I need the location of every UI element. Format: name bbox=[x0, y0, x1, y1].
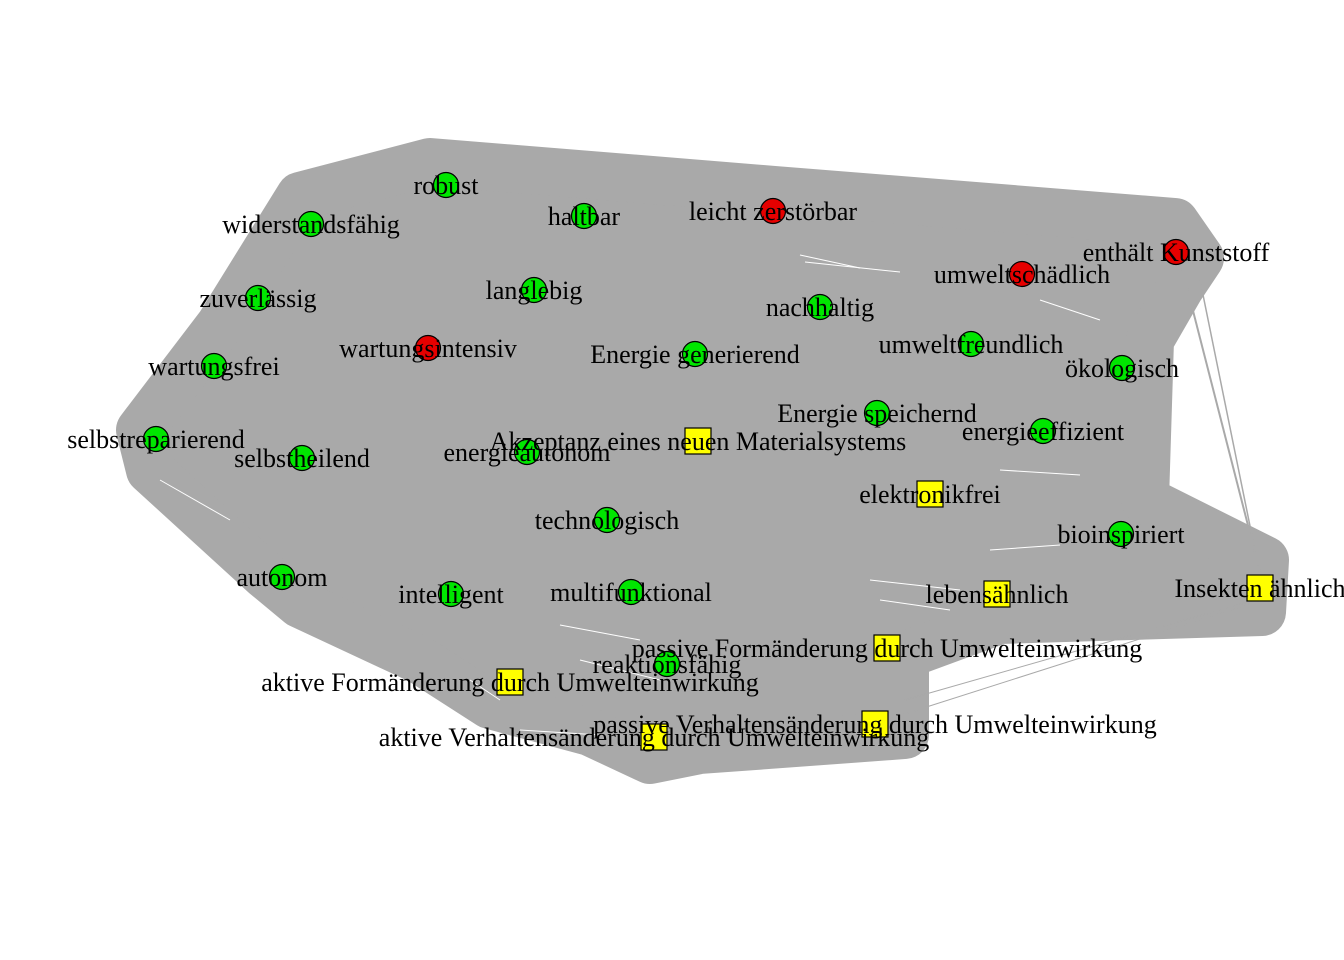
label-energie-generierend: Energie generierend bbox=[590, 340, 800, 369]
node-elektronikfrei bbox=[916, 480, 944, 508]
edge-gap bbox=[879, 599, 951, 611]
edge-gap bbox=[1039, 299, 1101, 321]
label-umweltschaedlich: umweltschädlich bbox=[934, 260, 1110, 289]
label-lebensaehnlich: lebensähnlich bbox=[926, 580, 1069, 609]
edge-gap bbox=[559, 624, 641, 641]
node-umweltfreundlich bbox=[957, 330, 985, 358]
node-passive-verhaltensaenderung bbox=[861, 710, 889, 738]
node-technologisch bbox=[593, 506, 621, 534]
node-robust bbox=[432, 171, 460, 199]
label-reaktionsfaehig: reaktionsfähig bbox=[593, 650, 742, 679]
node-reaktionsfaehig bbox=[653, 650, 681, 678]
label-langlebig: langlebig bbox=[486, 276, 583, 305]
label-autonom: autonom bbox=[237, 563, 328, 592]
label-passive-formaenderung: passive Formänderung durch Umwelteinwirk… bbox=[632, 634, 1143, 663]
node-akzeptanz bbox=[684, 427, 712, 455]
node-bioinspiriert bbox=[1107, 520, 1135, 548]
label-intelligent: intelligent bbox=[398, 580, 504, 609]
label-akzeptanz: Akzeptanz eines neuen Materialsystems bbox=[490, 427, 907, 456]
node-langlebig bbox=[520, 276, 548, 304]
label-selbstreparierend: selbstreparierend bbox=[67, 425, 245, 454]
label-aktive-verhaltensaenderung: aktive Verhaltensänderung durch Umweltei… bbox=[379, 723, 929, 752]
edge-gap bbox=[999, 469, 1081, 476]
label-energieautonom: energieautonom bbox=[443, 438, 610, 467]
node-energie-speichernd bbox=[863, 399, 891, 427]
node-selbstreparierend bbox=[142, 425, 170, 453]
node-aktive-formaenderung bbox=[496, 668, 524, 696]
edge-line bbox=[1179, 259, 1263, 581]
node-oekologisch bbox=[1108, 354, 1136, 382]
node-autonom bbox=[268, 563, 296, 591]
node-intelligent bbox=[437, 580, 465, 608]
label-technologisch: technologisch bbox=[535, 506, 679, 535]
edge-line bbox=[904, 597, 1263, 701]
node-widerstandsfaehig bbox=[297, 210, 325, 238]
label-umweltfreundlich: umweltfreundlich bbox=[879, 330, 1064, 359]
node-energie-generierend bbox=[681, 340, 709, 368]
node-haltbar bbox=[570, 202, 598, 230]
label-multifunktional: multifunktional bbox=[550, 578, 712, 607]
node-insekten-aehnlich bbox=[1246, 574, 1274, 602]
label-wartungsfrei: wartungsfrei bbox=[148, 352, 279, 381]
label-wartungsintensiv: wartungsintensiv bbox=[339, 334, 517, 363]
label-zuverlaessig: zuverlässig bbox=[200, 284, 317, 313]
node-enthaelt-kunststoff bbox=[1162, 238, 1190, 266]
node-wartungsintensiv bbox=[414, 334, 442, 362]
label-leicht-zerstoerbar: leicht zerstörbar bbox=[689, 197, 858, 226]
edge-line bbox=[1148, 468, 1264, 590]
edge-gap bbox=[579, 659, 661, 681]
edge-mass bbox=[116, 138, 1289, 784]
label-haltbar: haltbar bbox=[548, 202, 621, 231]
label-nachhaltig: nachhaltig bbox=[766, 293, 874, 322]
edge-line bbox=[1199, 279, 1263, 586]
label-energieeffizient: energieeffizient bbox=[962, 417, 1125, 446]
node-energieeffizient bbox=[1029, 417, 1057, 445]
node-selbstheilend bbox=[288, 444, 316, 472]
node-lebensaehnlich bbox=[983, 580, 1011, 608]
label-passive-verhaltensaenderung: passive Verhaltensänderung durch Umwelte… bbox=[593, 710, 1156, 739]
label-elektronikfrei: elektronikfrei bbox=[859, 480, 1001, 509]
node-wartungsfrei bbox=[200, 352, 228, 380]
node-leicht-zerstoerbar bbox=[759, 197, 787, 225]
node-zuverlaessig bbox=[244, 284, 272, 312]
edge-line bbox=[869, 599, 1263, 726]
label-bioinspiriert: bioinspiriert bbox=[1057, 520, 1185, 549]
nodes bbox=[142, 171, 1274, 751]
label-robust: robust bbox=[414, 171, 480, 200]
node-aktive-verhaltensaenderung bbox=[640, 723, 668, 751]
label-widerstandsfaehig: widerstandsfähig bbox=[222, 210, 400, 239]
edge-bundle bbox=[116, 138, 1289, 784]
label-selbstheilend: selbstheilend bbox=[234, 444, 370, 473]
node-energieautonom bbox=[513, 438, 541, 466]
node-umweltschaedlich bbox=[1008, 260, 1036, 288]
node-passive-formaenderung bbox=[873, 634, 901, 662]
edge-gap bbox=[519, 729, 601, 736]
edge-gap bbox=[804, 261, 901, 273]
node-multifunktional bbox=[617, 578, 645, 606]
edge-gap bbox=[159, 479, 231, 521]
edge-gap bbox=[869, 579, 961, 591]
edge-gap bbox=[989, 544, 1061, 551]
node-nachhaltig bbox=[806, 293, 834, 321]
node-labels: robust widerstandsfähig haltbar leicht zers… bbox=[67, 171, 1344, 752]
label-energie-speichernd: Energie speichernd bbox=[777, 399, 977, 428]
edge-gap bbox=[469, 679, 501, 701]
label-aktive-formaenderung: aktive Formänderung durch Umwelteinwirku… bbox=[261, 668, 759, 697]
label-insekten-aehnlich: Insekten ähnlich bbox=[1174, 574, 1344, 603]
edge-gap bbox=[799, 254, 861, 269]
label-enthaelt-kunststoff: enthält Kunststoff bbox=[1083, 238, 1270, 267]
label-oekologisch: ökologisch bbox=[1065, 354, 1179, 383]
edges bbox=[159, 254, 1264, 736]
